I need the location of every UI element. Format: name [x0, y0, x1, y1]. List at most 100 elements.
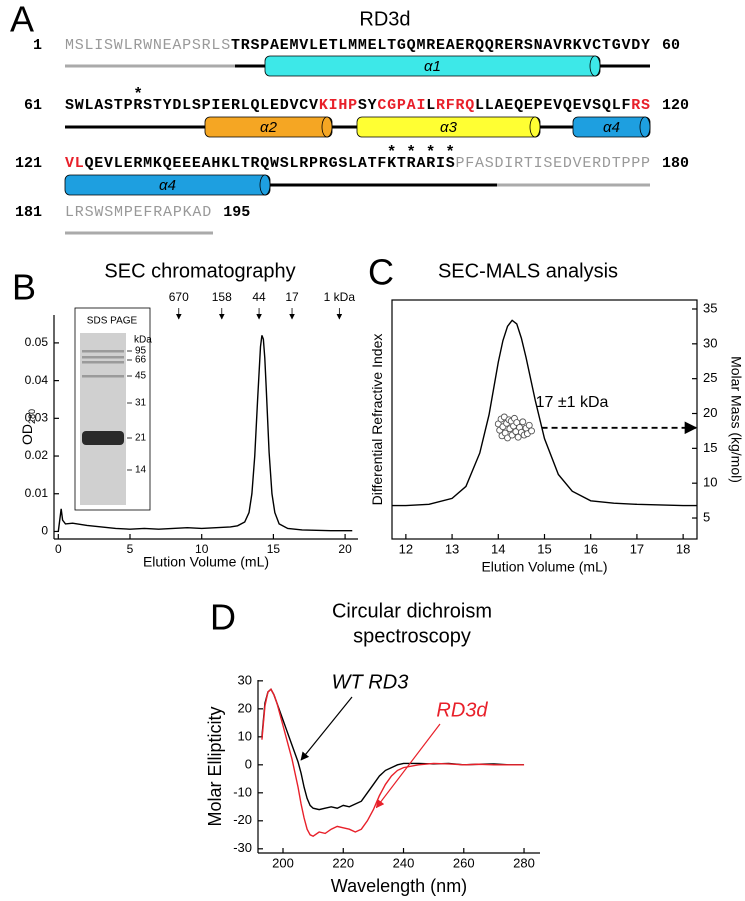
y2-tick-label: 5	[703, 509, 710, 524]
x-tick-label: 240	[393, 855, 415, 870]
annotation: 17 ±1 kDa	[536, 394, 609, 411]
size-marker-label: 44	[252, 290, 266, 304]
y-tick-label: 0.03	[25, 410, 49, 424]
x-axis-label: Wavelength (nm)	[331, 876, 467, 896]
chart: D Circular dichroism spectroscopy 200 220 240…	[205, 597, 540, 896]
helix-label: α2	[260, 119, 278, 136]
panel-letter: C	[368, 252, 394, 293]
residues: VL	[65, 155, 84, 172]
size-marker-label: 158	[212, 290, 232, 304]
y-tick-label: 0.04	[25, 373, 49, 387]
ladder-label: 31	[135, 398, 147, 409]
gel	[80, 333, 126, 505]
panel-letter: D	[210, 597, 236, 638]
ladder-label: 21	[135, 433, 147, 444]
inset-title: SDS PAGE	[87, 316, 138, 327]
helix-label: α4	[603, 119, 620, 136]
ladder-label: 95	[135, 346, 147, 357]
y-tick-label: 0.02	[25, 448, 49, 462]
x-tick-label: 13	[445, 541, 459, 556]
sequence: LRSWSMPEFRAPKAD	[65, 204, 211, 221]
residues: TRSPAEMVLETLMMELTGQMREAERQQRERSNAVRKVCTG…	[231, 37, 650, 54]
x-tick-label: 260	[453, 855, 475, 870]
star: *	[135, 85, 142, 102]
data-point	[519, 418, 527, 426]
x-tick-label: 20	[338, 542, 352, 556]
y-tick-label: -20	[233, 812, 252, 827]
star: *	[408, 143, 415, 160]
size-marker-label: 670	[169, 290, 189, 304]
y-tick-label: 0.05	[25, 335, 49, 349]
y-axis-label-text: Differential Refractive Index	[369, 334, 385, 506]
y2-axis-label: Molar Mass (kg/mol)	[728, 356, 744, 483]
data-point	[528, 427, 536, 435]
data-line	[261, 688, 525, 811]
series-label: WT RD3	[332, 671, 409, 693]
y2-tick-label: 30	[703, 335, 717, 350]
y2-tick-label: 35	[703, 300, 717, 315]
sequence: MSLISWLRWNEAPSRLSTRSPAEMVLETLMMELTGQMREA…	[65, 37, 650, 54]
y-tick-label: 0	[41, 524, 48, 538]
y2-tick-label: 25	[703, 370, 717, 385]
row-end: 120	[662, 97, 689, 114]
ladder-label: 66	[135, 355, 147, 366]
y2-tick-label: 10	[703, 475, 717, 490]
gel-band	[82, 356, 124, 359]
inset-unit: kDa	[134, 335, 152, 346]
x-tick-label: 0	[55, 542, 62, 556]
series-label: RD3d	[436, 699, 488, 721]
chart-title: SEC chromatography	[104, 260, 295, 282]
data-line	[392, 319, 697, 507]
row-start: 61	[24, 97, 42, 114]
chart-title: spectroscopy	[353, 625, 471, 647]
y-tick-label: -10	[233, 784, 252, 799]
x-tick-label: 16	[583, 541, 597, 556]
sequence: VLQEVLERMKQEEEAHKLTRQWSLRPRGSLATFKTRARIS…	[65, 155, 650, 172]
chart: B SEC chromatography 0 5 10 15 20 0 0.01 0.02 0.03…	[12, 260, 358, 570]
panel-title: RD3d	[359, 8, 410, 30]
residues: RFRQ	[436, 97, 474, 114]
helix-label: α3	[440, 119, 458, 136]
helix-cap	[321, 116, 333, 138]
y-axis-label: OD280	[19, 409, 38, 445]
plot-frame	[391, 299, 698, 540]
series-label-arrow	[375, 723, 441, 809]
residues: LLAEQEPEVQEVSQLF	[475, 97, 630, 114]
y-axis-label-sub: 280	[27, 409, 37, 424]
chart-title: SEC-MALS analysis	[438, 260, 618, 282]
helix-cap	[589, 55, 601, 77]
ladder-label: 14	[135, 465, 147, 476]
residues: QEVLERMKQEEEAHKLTRQWSLRPRGSLATFKTRARIS	[85, 155, 455, 172]
star: *	[428, 143, 435, 160]
x-tick-label: 15	[267, 542, 281, 556]
x-tick-label: 10	[195, 542, 209, 556]
row-end: 180	[662, 155, 689, 172]
x-tick-label: 220	[332, 855, 354, 870]
x-tick-label: 280	[513, 855, 535, 870]
row-end: 60	[662, 37, 680, 54]
size-marker-label: 17	[285, 290, 299, 304]
x-tick-label: 18	[676, 541, 690, 556]
helix-label: α1	[424, 58, 441, 75]
residues: MSLISWLRWNEAPSRLS	[65, 37, 230, 54]
residues: SWLASTPRSTYDLSPIERLQLEDVCV	[65, 97, 318, 114]
x-axis-label: Elution Volume (mL)	[143, 554, 269, 570]
row-start: 181	[15, 204, 42, 221]
star: *	[389, 143, 396, 160]
y-tick-label: 30	[238, 672, 252, 687]
residues: SY	[358, 97, 377, 114]
gel-band	[82, 350, 124, 353]
x-tick-label: 12	[399, 541, 413, 556]
helix-cap	[529, 116, 541, 138]
x-tick-label: 200	[272, 855, 294, 870]
y-tick-label: -30	[233, 840, 252, 855]
series-label-arrow	[300, 696, 353, 761]
ladder-label: 45	[135, 371, 147, 382]
y-axis-label-text: Molar Ellipticity	[205, 706, 225, 826]
residues: RS	[631, 97, 650, 114]
panel-letter: B	[12, 267, 36, 308]
chart-title: Circular dichroism	[332, 600, 492, 622]
data-line	[57, 335, 353, 532]
residues: PFASDIRTISEDVERDTPPP	[455, 155, 650, 172]
